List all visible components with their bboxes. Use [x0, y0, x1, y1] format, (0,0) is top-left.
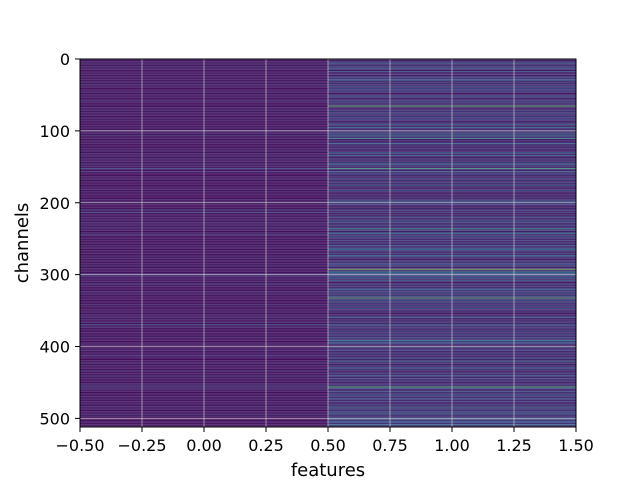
y-tick-label: 0: [60, 50, 70, 69]
y-axis-ticks: 0 100 200 300 400 500: [39, 50, 80, 428]
x-tick-label: 1.25: [496, 436, 532, 455]
x-tick-label: 0.00: [186, 436, 222, 455]
x-tick-label: 0.75: [372, 436, 408, 455]
y-tick-label: 200: [39, 194, 70, 213]
x-tick-label: 1.00: [434, 436, 470, 455]
x-axis-ticks: −0.50 −0.25 0.00 0.25 0.50 0.75 1.00 1.25 1.50: [55, 427, 594, 455]
x-axis-label: features: [291, 460, 365, 480]
y-tick-label: 500: [39, 409, 70, 428]
y-axis-label: channels: [12, 203, 33, 284]
x-tick-label: 1.50: [558, 436, 594, 455]
y-tick-label: 300: [39, 266, 70, 285]
y-tick-label: 100: [39, 122, 70, 141]
x-tick-label: 0.25: [248, 436, 284, 455]
x-tick-label: 0.50: [310, 436, 346, 455]
y-tick-label: 400: [39, 338, 70, 357]
x-tick-label: −0.25: [117, 436, 166, 455]
x-tick-label: −0.50: [55, 436, 104, 455]
